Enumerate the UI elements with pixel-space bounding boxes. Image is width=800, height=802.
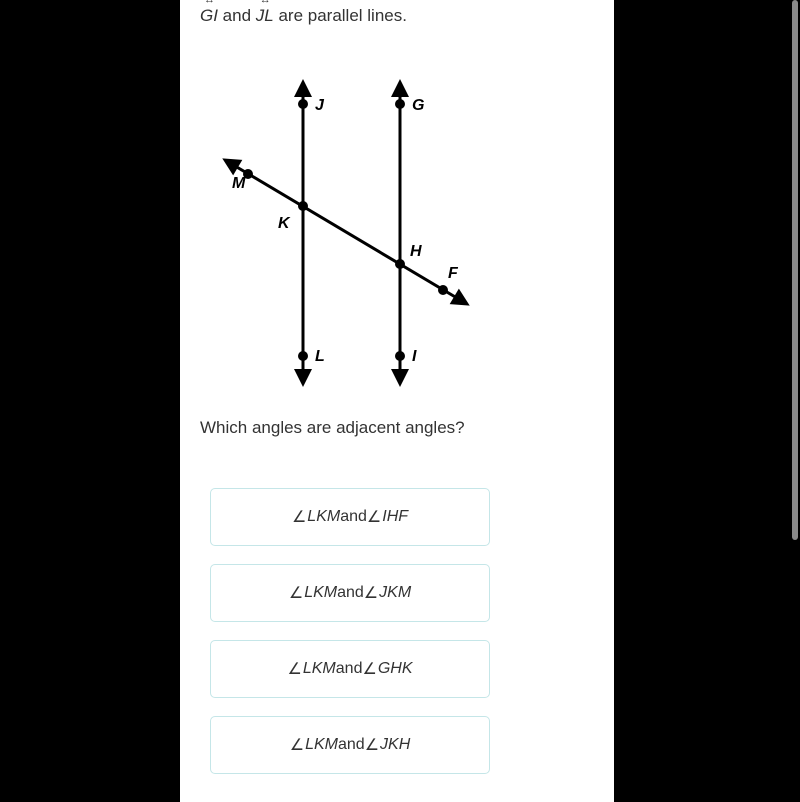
right-margin <box>614 0 800 802</box>
angle-icon: ∠ <box>289 583 303 603</box>
angle-icon: ∠ <box>290 735 304 755</box>
answer-list: ∠LKM and ∠IHF∠LKM and ∠JKM∠LKM and ∠GHK∠… <box>200 488 594 774</box>
angle-icon: ∠ <box>288 659 302 679</box>
angle-1-label: LKM <box>303 660 336 678</box>
content-panel: GI and JL are parallel lines. J G M K H F L I W… <box>180 0 614 802</box>
problem-statement: GI and JL are parallel lines. <box>200 4 594 28</box>
diagram-svg: J G M K H F L I <box>200 78 480 388</box>
angle-icon: ∠ <box>367 507 381 527</box>
point-f <box>438 285 448 295</box>
point-k <box>298 201 308 211</box>
label-g: G <box>412 97 424 114</box>
answer-joiner: and <box>337 584 364 602</box>
label-l: L <box>315 348 325 365</box>
angle-icon: ∠ <box>364 583 378 603</box>
angle-1-label: LKM <box>304 584 337 602</box>
line-name-jl: JL <box>256 4 274 28</box>
answer-option-2[interactable]: ∠LKM and ∠JKM <box>210 564 490 622</box>
angle-1-label: LKM <box>305 736 338 754</box>
angle-1-label: LKM <box>307 508 340 526</box>
angle-2-label: JKM <box>379 584 411 602</box>
answer-option-1[interactable]: ∠LKM and ∠IHF <box>210 488 490 546</box>
geometry-diagram: J G M K H F L I <box>200 78 480 388</box>
answer-joiner: and <box>340 508 367 526</box>
angle-2-label: GHK <box>378 660 413 678</box>
angle-2-label: IHF <box>382 508 408 526</box>
angle-icon: ∠ <box>365 735 379 755</box>
label-m: M <box>232 175 246 192</box>
point-j <box>298 99 308 109</box>
angle-2-label: JKH <box>380 736 410 754</box>
answer-joiner: and <box>336 660 363 678</box>
answer-option-3[interactable]: ∠LKM and ∠GHK <box>210 640 490 698</box>
point-i <box>395 351 405 361</box>
point-l <box>298 351 308 361</box>
scrollbar-thumb[interactable] <box>792 0 798 540</box>
point-g <box>395 99 405 109</box>
label-k: K <box>278 215 291 232</box>
label-f: F <box>448 265 459 282</box>
page: GI and JL are parallel lines. J G M K H F L I W… <box>0 0 800 802</box>
question-text: Which angles are adjacent angles? <box>200 418 594 438</box>
label-h: H <box>410 243 422 260</box>
label-j: J <box>315 97 325 114</box>
point-h <box>395 259 405 269</box>
left-margin <box>0 0 180 802</box>
answer-joiner: and <box>338 736 365 754</box>
label-i: I <box>412 348 417 365</box>
answer-option-4[interactable]: ∠LKM and ∠JKH <box>210 716 490 774</box>
angle-icon: ∠ <box>292 507 306 527</box>
angle-icon: ∠ <box>362 659 376 679</box>
line-name-gi: GI <box>200 4 218 28</box>
